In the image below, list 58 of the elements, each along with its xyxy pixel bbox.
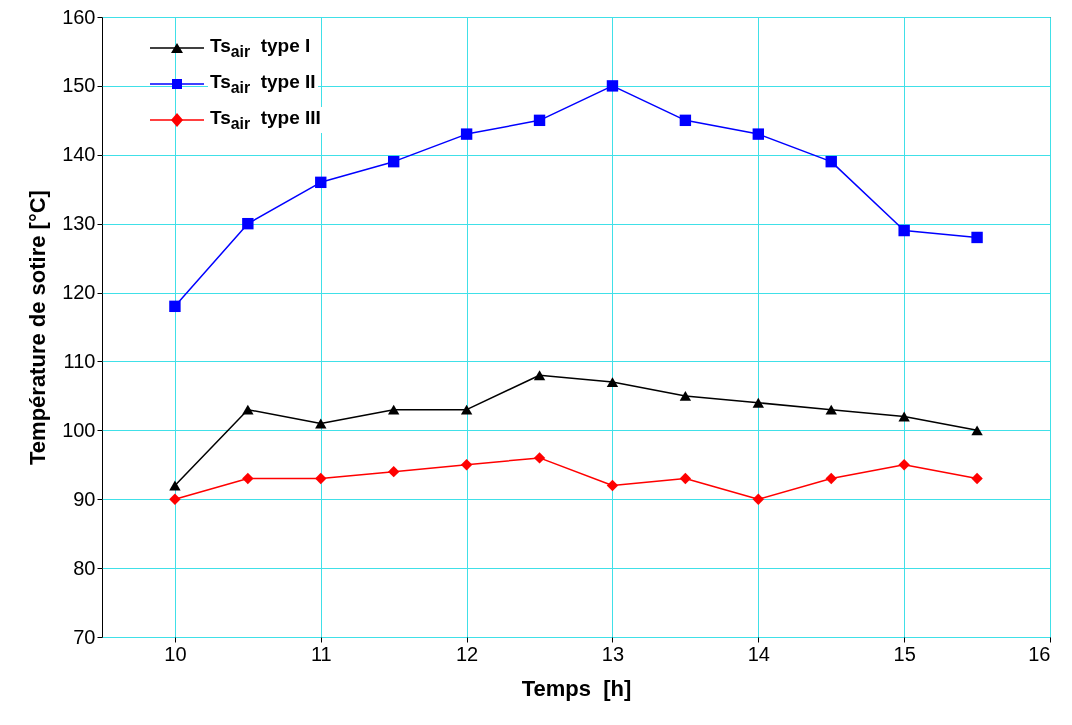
point bbox=[460, 459, 473, 471]
y-tick-label: 70 bbox=[73, 625, 96, 648]
point bbox=[169, 300, 181, 313]
point bbox=[971, 472, 983, 485]
point bbox=[315, 176, 327, 189]
point bbox=[242, 472, 254, 485]
point bbox=[752, 128, 765, 140]
point bbox=[825, 472, 837, 485]
legend-label: Ts$_{air}$ type III bbox=[208, 107, 323, 133]
legend-label: Ts$_{air}$ type I bbox=[208, 35, 313, 61]
x-tick-label: 15 bbox=[893, 642, 916, 665]
point bbox=[971, 231, 983, 244]
point bbox=[533, 370, 546, 381]
point bbox=[315, 472, 327, 485]
y-tick-label: 110 bbox=[63, 349, 96, 372]
point bbox=[315, 418, 327, 429]
point bbox=[533, 452, 546, 464]
x-tick-label: 14 bbox=[747, 642, 770, 665]
point bbox=[752, 493, 765, 505]
point bbox=[679, 472, 692, 485]
y-tick-label: 90 bbox=[73, 487, 96, 510]
point bbox=[460, 404, 473, 415]
point bbox=[898, 224, 910, 237]
point bbox=[679, 114, 692, 127]
y-tick-label: 130 bbox=[62, 212, 96, 235]
point bbox=[169, 493, 181, 505]
x-tick-label: 16 bbox=[1028, 642, 1051, 665]
point bbox=[679, 390, 692, 401]
x-tick-label: 12 bbox=[455, 642, 479, 665]
point bbox=[971, 425, 983, 436]
point bbox=[606, 479, 619, 492]
point bbox=[606, 80, 619, 92]
point bbox=[242, 404, 254, 415]
point bbox=[752, 397, 765, 408]
point bbox=[242, 217, 254, 230]
point bbox=[825, 155, 837, 168]
point bbox=[460, 128, 473, 140]
y-tick-label: 80 bbox=[73, 556, 96, 579]
y-tick-label: 140 bbox=[62, 143, 96, 166]
point bbox=[387, 155, 400, 168]
point bbox=[898, 411, 910, 422]
legend-label: Ts$_{air}$ type II bbox=[208, 71, 318, 97]
x-axis-title: Temps [h] bbox=[521, 675, 632, 701]
y-tick-label: 160 bbox=[62, 5, 96, 28]
point bbox=[533, 114, 546, 127]
x-tick-label: 10 bbox=[164, 642, 187, 665]
point bbox=[898, 459, 910, 471]
point bbox=[825, 404, 837, 415]
point bbox=[169, 480, 181, 491]
y-axis-title: Température de sotire [°C] bbox=[25, 190, 51, 465]
y-tick-label: 100 bbox=[62, 418, 96, 441]
point bbox=[387, 465, 400, 478]
y-tick-label: 150 bbox=[62, 74, 96, 97]
x-tick-label: 13 bbox=[601, 642, 625, 665]
point bbox=[606, 377, 619, 388]
y-tick-label: 120 bbox=[62, 281, 96, 304]
point bbox=[387, 404, 400, 415]
x-tick-label: 11 bbox=[310, 642, 332, 665]
